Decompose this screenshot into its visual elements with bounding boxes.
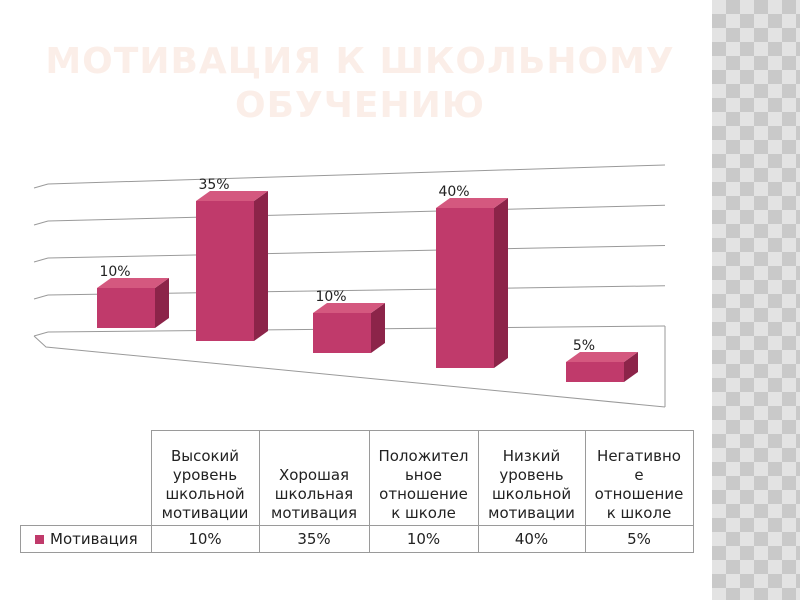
value-cell: 5% xyxy=(584,525,694,553)
table-header-line: ьное xyxy=(404,466,443,484)
table-header-line: к школе xyxy=(606,504,672,522)
gridline-side xyxy=(33,183,49,189)
gridline xyxy=(47,164,666,185)
slide-title: МОТИВАЦИЯ К ШКОЛЬНОМУ ОБУЧЕНИЮ xyxy=(45,41,675,126)
table-header-line: отношение xyxy=(594,485,684,503)
checker-pattern-decoration xyxy=(712,0,800,600)
bar-side xyxy=(155,278,169,328)
table-header-line: мотивации xyxy=(488,504,575,522)
bar xyxy=(97,288,155,328)
bar-top xyxy=(196,191,268,201)
data-label: 35% xyxy=(198,177,229,193)
table-header-cell: Низкий уровень школьной мотивации xyxy=(477,430,586,526)
data-label: 40% xyxy=(438,184,469,200)
bar-side xyxy=(494,198,508,368)
table-header-cell: Хорошая школьная мотивация xyxy=(258,430,370,526)
table-corner-cell xyxy=(20,430,152,526)
bar xyxy=(313,313,371,353)
table-header-line: е xyxy=(634,466,644,484)
table-header-line: к школе xyxy=(391,504,456,522)
bar xyxy=(196,201,254,341)
bar-top xyxy=(566,352,638,362)
table-header-line: школьной xyxy=(491,485,572,503)
gridline-side xyxy=(33,257,49,263)
table-header-cell: Высокий уровень школьной мотивации xyxy=(150,430,260,526)
data-label: 10% xyxy=(99,264,130,280)
bar xyxy=(566,362,624,382)
data-table: Высокий уровень школьной мотивации Хорошая ш… xyxy=(20,430,694,553)
table-header-line: Негативно xyxy=(597,447,681,465)
bar-chart: 10% 35% 10% 40% 5% xyxy=(33,164,666,408)
value-cell: 35% xyxy=(258,525,370,553)
bar xyxy=(436,208,494,368)
value-cell: 10% xyxy=(368,525,479,553)
table-header-line: Низкий xyxy=(502,447,561,465)
gridline xyxy=(47,204,666,222)
table-header-line: уровень xyxy=(172,466,238,484)
floor-edge xyxy=(33,335,666,408)
table-header-line: уровень xyxy=(499,466,564,484)
gridline-side xyxy=(33,220,49,226)
table-header-cell: Положител ьное отношение к школе xyxy=(368,430,479,526)
table-header-line: Высокий xyxy=(170,447,240,465)
bar-top xyxy=(436,198,508,208)
table-header-row: Высокий уровень школьной мотивации Хорошая ш… xyxy=(20,430,694,526)
table-header-line: мотивации xyxy=(161,504,249,522)
bar-side xyxy=(371,303,385,353)
table-header-line: Положител xyxy=(378,447,469,465)
table-header-cell: Негативно е отношение к школе xyxy=(584,430,694,526)
table-header-line: мотивация xyxy=(271,504,357,522)
table-header-line: отношение xyxy=(379,485,468,503)
bar-side xyxy=(254,191,268,341)
legend-swatch xyxy=(35,534,44,544)
value-cell: 40% xyxy=(477,525,586,553)
legend-cell: Мотивация xyxy=(20,525,152,553)
gridline-side xyxy=(33,294,49,300)
value-cell: 10% xyxy=(150,525,260,553)
data-label: 10% xyxy=(315,289,346,305)
table-header-line: Хорошая xyxy=(278,466,350,484)
bar-top xyxy=(313,303,385,313)
gridline-side xyxy=(33,331,49,337)
series-label: Мотивация xyxy=(50,529,138,548)
gridline xyxy=(47,245,666,259)
bar-top xyxy=(97,278,169,288)
data-label: 5% xyxy=(573,338,595,354)
table-header-line: школьная xyxy=(274,485,354,503)
table-row: Мотивация 10% 35% 10% 40% 5% xyxy=(20,525,694,553)
table-header-line: школьной xyxy=(165,485,245,503)
